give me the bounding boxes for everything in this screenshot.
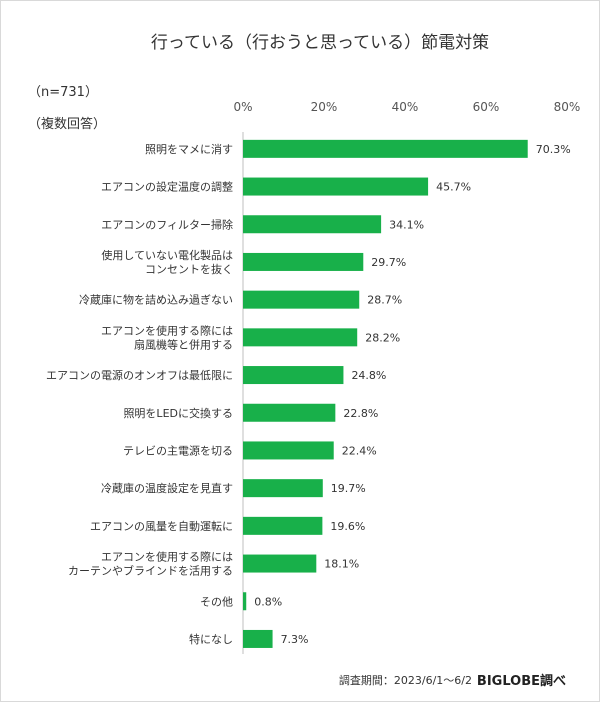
bar	[243, 516, 323, 535]
bars-group: 70.3% 照明をマメに消す 45.7% エアコンの設定温度の調整 34.1% エアコンの…	[46, 139, 571, 648]
x-tick-label: 0%	[233, 100, 252, 114]
data-label: 28.2%	[365, 331, 400, 344]
data-label: 22.4%	[342, 444, 377, 457]
x-axis-ticks: 0% 20% 40% 60% 80%	[233, 100, 580, 114]
bar	[243, 177, 429, 196]
category-label: 照明をLEDに交換する	[123, 406, 233, 420]
data-label: 22.8%	[343, 407, 378, 420]
category-label: エアコンを使用する際にはカーテンやブラインドを活用する	[68, 551, 233, 578]
data-label: 28.7%	[367, 294, 402, 307]
bar	[243, 366, 344, 385]
category-label: エアコンを使用する際には扇風機等と併用する	[101, 324, 233, 351]
bar	[243, 328, 358, 347]
data-label: 70.3%	[536, 143, 571, 156]
bar	[243, 592, 247, 611]
data-label: 24.8%	[351, 369, 386, 382]
survey-period: 調査期間：2023/6/1～6/2	[339, 673, 472, 687]
category-label: 冷蔵庫の温度設定を見直す	[101, 481, 233, 495]
x-tick-label: 80%	[554, 100, 581, 114]
category-label: エアコンの風量を自動運転に	[90, 519, 233, 533]
brand-credit: BIGLOBE調べ	[477, 673, 566, 689]
category-label: 使用していない電化製品はコンセントを抜く	[101, 248, 233, 276]
bar	[243, 139, 528, 158]
answer-note: （複数回答）	[28, 116, 106, 132]
sample-size: （n=731）	[28, 85, 98, 100]
category-label: 特になし	[189, 632, 233, 646]
category-label: 照明をマメに消す	[145, 142, 233, 156]
data-label: 45.7%	[436, 181, 471, 194]
bar	[243, 215, 382, 234]
category-label: テレビの主電源を切る	[123, 443, 233, 457]
data-label: 19.6%	[330, 520, 365, 533]
data-label: 7.3%	[281, 633, 309, 646]
bar	[243, 479, 323, 498]
chart-title: 行っている（行おうと思っている）節電対策	[151, 33, 489, 53]
data-label: 19.7%	[331, 482, 366, 495]
bar	[243, 403, 336, 422]
category-label: エアコンの設定温度の調整	[101, 180, 233, 194]
category-label: その他	[200, 595, 233, 608]
x-tick-label: 40%	[392, 100, 419, 114]
category-label: 冷蔵庫に物を詰め込み過ぎない	[79, 293, 233, 307]
x-tick-label: 60%	[473, 100, 500, 114]
data-label: 18.1%	[324, 558, 359, 571]
bar	[243, 252, 364, 271]
bar	[243, 441, 334, 460]
data-label: 29.7%	[371, 256, 406, 269]
bar	[243, 554, 317, 573]
category-label: エアコンの電源のオンオフは最低限に	[46, 368, 233, 382]
data-label: 0.8%	[254, 595, 282, 608]
bar	[243, 290, 360, 309]
bar	[243, 629, 273, 648]
data-label: 34.1%	[389, 218, 424, 231]
category-label: エアコンのフィルター掃除	[101, 217, 233, 231]
x-tick-label: 20%	[311, 100, 338, 114]
